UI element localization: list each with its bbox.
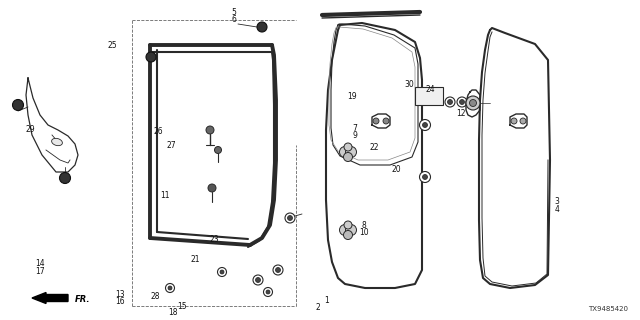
Text: 7: 7 xyxy=(353,124,358,132)
Circle shape xyxy=(168,286,172,290)
Circle shape xyxy=(339,225,351,236)
Circle shape xyxy=(253,275,263,285)
Text: 9: 9 xyxy=(353,131,358,140)
Text: 4: 4 xyxy=(554,205,559,214)
Circle shape xyxy=(344,143,352,151)
Text: 29: 29 xyxy=(26,125,36,134)
Text: 25: 25 xyxy=(107,41,117,50)
Circle shape xyxy=(266,290,270,294)
Text: FR.: FR. xyxy=(75,295,90,305)
Circle shape xyxy=(273,265,283,275)
Circle shape xyxy=(166,284,175,292)
Circle shape xyxy=(419,172,431,182)
Circle shape xyxy=(344,153,353,162)
Text: 21: 21 xyxy=(191,255,200,264)
Circle shape xyxy=(275,268,280,273)
Text: 24: 24 xyxy=(425,85,435,94)
Circle shape xyxy=(373,118,379,124)
Text: 2: 2 xyxy=(316,303,321,312)
Text: 22: 22 xyxy=(370,143,379,152)
Circle shape xyxy=(285,213,295,223)
Text: 19: 19 xyxy=(347,92,357,100)
Circle shape xyxy=(346,147,356,157)
Circle shape xyxy=(346,225,356,236)
Text: 11: 11 xyxy=(161,191,170,200)
Text: 8: 8 xyxy=(361,221,366,230)
Circle shape xyxy=(220,270,224,274)
Text: 6: 6 xyxy=(231,15,236,24)
Text: 26: 26 xyxy=(154,127,164,136)
Text: 30: 30 xyxy=(404,80,415,89)
Circle shape xyxy=(287,215,292,220)
Circle shape xyxy=(208,184,216,192)
Text: 13: 13 xyxy=(115,290,125,299)
Circle shape xyxy=(339,147,351,157)
Circle shape xyxy=(146,52,156,62)
Text: 15: 15 xyxy=(177,302,188,311)
Text: 14: 14 xyxy=(35,260,45,268)
Circle shape xyxy=(422,123,428,127)
Text: 17: 17 xyxy=(35,267,45,276)
Circle shape xyxy=(457,97,467,107)
Circle shape xyxy=(255,277,260,283)
Circle shape xyxy=(344,221,352,229)
Circle shape xyxy=(344,230,353,239)
Text: 18: 18 xyxy=(168,308,177,317)
Text: 1: 1 xyxy=(324,296,329,305)
Circle shape xyxy=(470,100,477,107)
FancyArrow shape xyxy=(32,292,68,303)
Circle shape xyxy=(520,118,526,124)
Circle shape xyxy=(422,174,428,180)
Text: 28: 28 xyxy=(150,292,159,301)
Circle shape xyxy=(511,118,517,124)
Ellipse shape xyxy=(52,138,62,146)
Circle shape xyxy=(214,147,221,154)
Circle shape xyxy=(466,96,480,110)
Text: TX9485420: TX9485420 xyxy=(588,306,628,312)
Text: 12: 12 xyxy=(456,109,465,118)
Text: 3: 3 xyxy=(554,197,559,206)
Circle shape xyxy=(60,172,70,183)
Circle shape xyxy=(218,268,227,276)
Circle shape xyxy=(13,100,24,110)
Text: 27: 27 xyxy=(166,141,177,150)
Circle shape xyxy=(383,118,389,124)
Circle shape xyxy=(447,100,452,105)
Circle shape xyxy=(460,100,465,105)
Text: 5: 5 xyxy=(231,8,236,17)
FancyBboxPatch shape xyxy=(415,87,443,105)
Text: 23: 23 xyxy=(209,236,220,244)
Circle shape xyxy=(419,119,431,131)
Text: 10: 10 xyxy=(358,228,369,237)
Text: 20: 20 xyxy=(392,165,402,174)
Circle shape xyxy=(206,126,214,134)
Circle shape xyxy=(445,97,455,107)
Text: 16: 16 xyxy=(115,297,125,306)
Circle shape xyxy=(264,287,273,297)
Circle shape xyxy=(257,22,267,32)
